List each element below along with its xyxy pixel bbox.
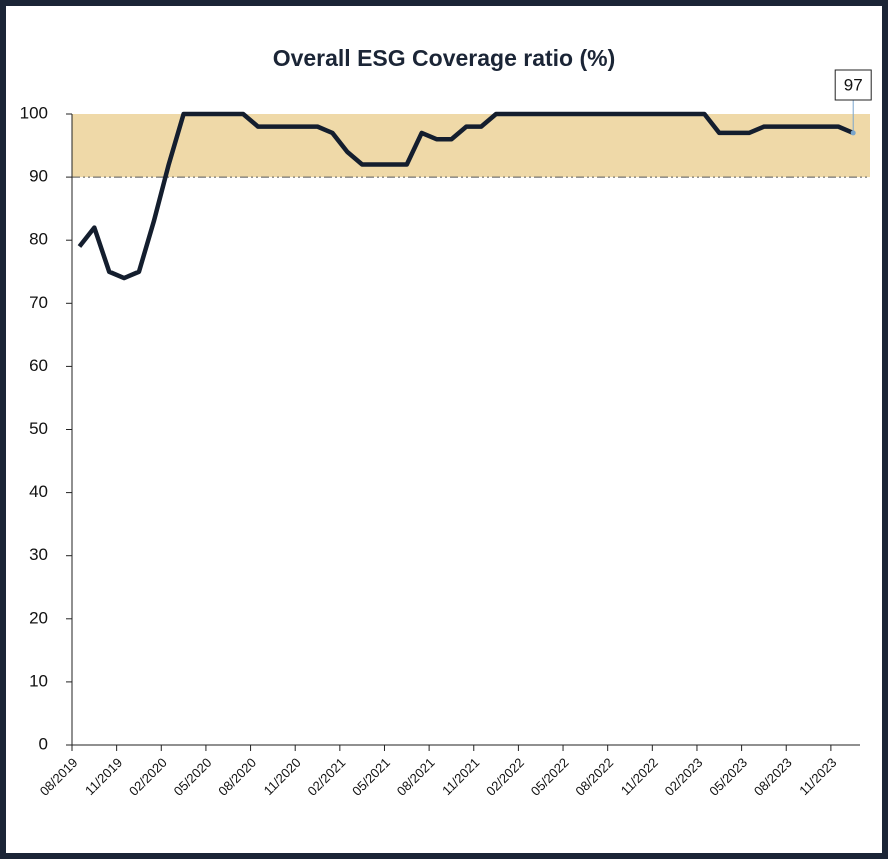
y-tick-label: 30 xyxy=(29,545,48,564)
y-tick-label: 60 xyxy=(29,356,48,375)
y-tick-label: 90 xyxy=(29,167,48,186)
y-tick-label: 100 xyxy=(20,103,48,122)
annotation-box xyxy=(834,69,872,101)
y-tick-label: 40 xyxy=(29,482,48,501)
annotation-point xyxy=(850,130,856,136)
target-band xyxy=(72,114,870,178)
y-tick-label: 70 xyxy=(29,293,48,312)
y-tick-label: 10 xyxy=(29,671,48,690)
y-tick-label: 20 xyxy=(29,608,48,627)
chart-title: Overall ESG Coverage ratio (%) xyxy=(273,45,616,71)
y-tick-label: 0 xyxy=(39,734,48,753)
y-tick-label: 50 xyxy=(29,419,48,438)
annotation-label: 97 xyxy=(844,75,863,94)
y-tick-label: 80 xyxy=(29,230,48,249)
data-line xyxy=(77,111,855,281)
